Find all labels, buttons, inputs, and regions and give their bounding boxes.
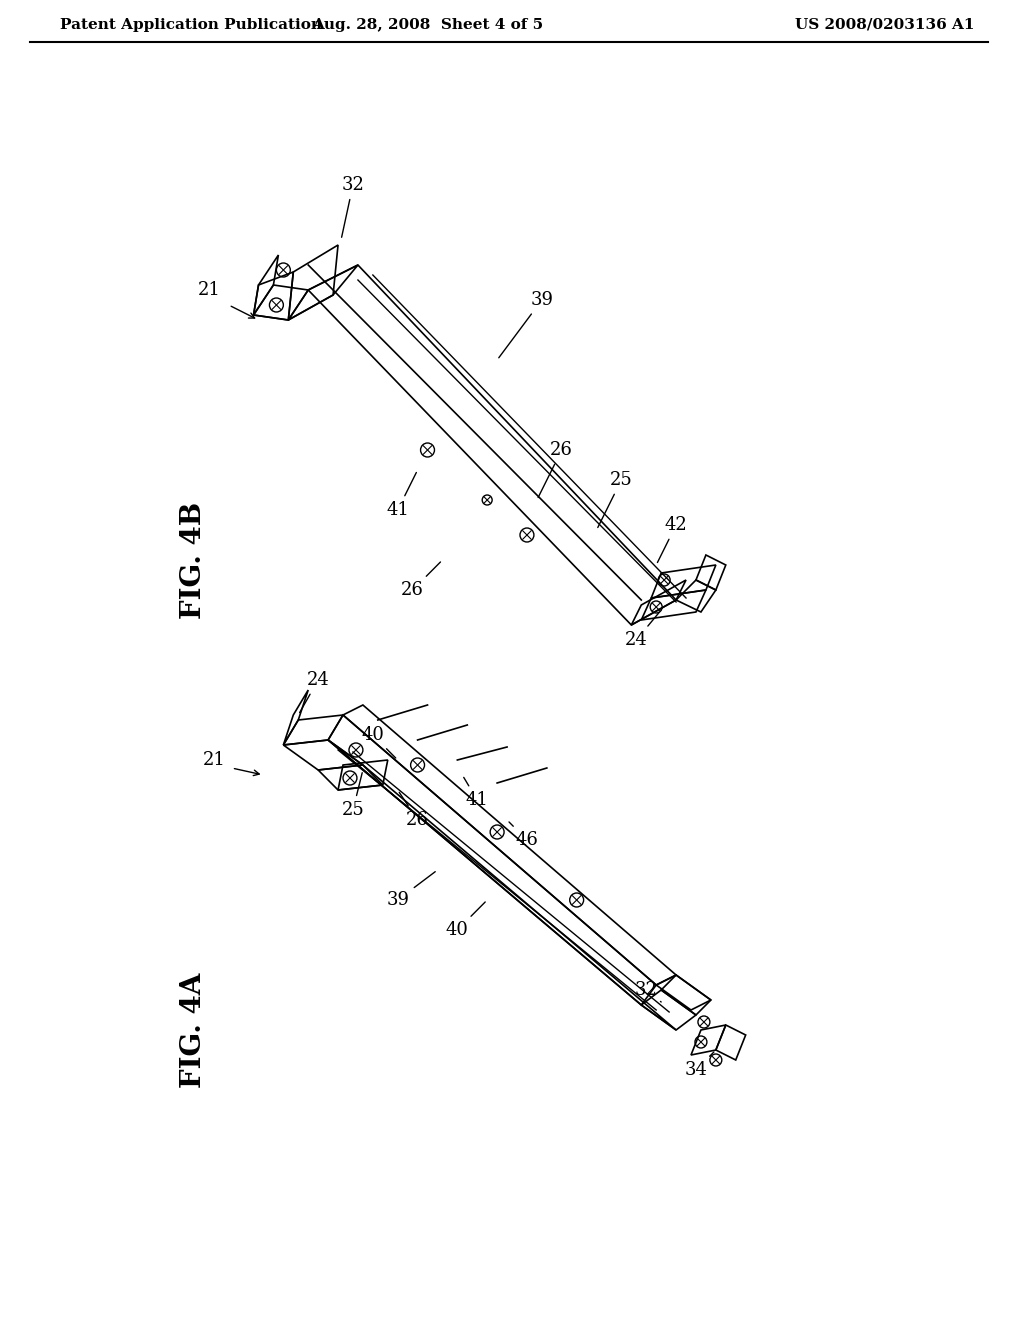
Text: FIG. 4A: FIG. 4A xyxy=(180,973,208,1088)
Text: 32: 32 xyxy=(635,981,662,1002)
Text: US 2008/0203136 A1: US 2008/0203136 A1 xyxy=(796,18,975,32)
Text: 21: 21 xyxy=(203,751,225,770)
Text: 26: 26 xyxy=(401,562,440,599)
Text: 32: 32 xyxy=(342,176,365,238)
Text: 26: 26 xyxy=(399,792,429,829)
Text: 39: 39 xyxy=(499,290,553,358)
Text: FIG. 4B: FIG. 4B xyxy=(180,502,208,619)
Text: 24: 24 xyxy=(300,671,330,713)
Text: 26: 26 xyxy=(539,441,573,498)
Text: 39: 39 xyxy=(386,871,435,909)
Text: 34: 34 xyxy=(684,1052,714,1078)
Text: 41: 41 xyxy=(386,473,417,519)
Text: 40: 40 xyxy=(445,902,485,939)
Text: 41: 41 xyxy=(464,777,488,809)
Text: 21: 21 xyxy=(198,281,220,300)
Text: 25: 25 xyxy=(342,772,365,818)
Text: 24: 24 xyxy=(625,612,659,649)
Text: Patent Application Publication: Patent Application Publication xyxy=(59,18,322,32)
Text: 40: 40 xyxy=(361,726,395,758)
Text: 25: 25 xyxy=(598,471,633,528)
Text: Aug. 28, 2008  Sheet 4 of 5: Aug. 28, 2008 Sheet 4 of 5 xyxy=(312,18,543,32)
Text: 42: 42 xyxy=(657,516,687,562)
Text: 46: 46 xyxy=(509,822,539,849)
